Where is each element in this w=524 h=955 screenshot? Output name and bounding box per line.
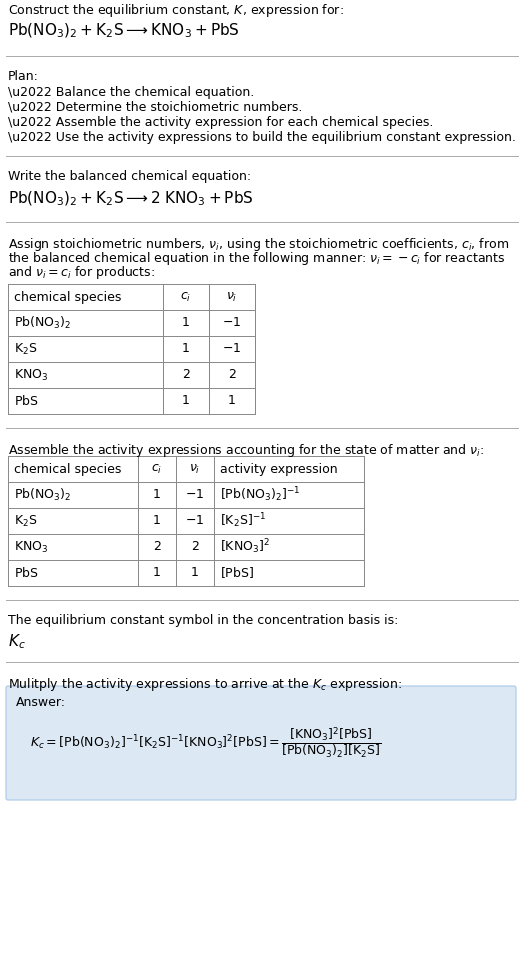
Text: Assign stoichiometric numbers, $\nu_i$, using the stoichiometric coefficients, $: Assign stoichiometric numbers, $\nu_i$, … [8,236,509,253]
Text: $-1$: $-1$ [185,489,204,501]
Text: $\mathrm{K_2S}$: $\mathrm{K_2S}$ [14,514,38,528]
Text: 2: 2 [182,369,190,381]
Text: $\mathrm{K_2S}$: $\mathrm{K_2S}$ [14,342,38,356]
Text: $K_c = [\mathrm{Pb(NO_3)_2}]^{-1} [\mathrm{K_2S}]^{-1} [\mathrm{KNO_3}]^{2} [\ma: $K_c = [\mathrm{Pb(NO_3)_2}]^{-1} [\math… [30,726,381,760]
Text: 1: 1 [153,566,161,580]
Text: chemical species: chemical species [14,462,122,476]
Text: \u2022 Use the activity expressions to build the equilibrium constant expression: \u2022 Use the activity expressions to b… [8,131,516,144]
Text: \u2022 Assemble the activity expression for each chemical species.: \u2022 Assemble the activity expression … [8,116,433,129]
Text: $\nu_i$: $\nu_i$ [189,462,201,476]
Text: chemical species: chemical species [14,290,122,304]
Text: $-1$: $-1$ [222,316,242,329]
Text: 1: 1 [191,566,199,580]
Text: 1: 1 [182,316,190,329]
Text: The equilibrium constant symbol in the concentration basis is:: The equilibrium constant symbol in the c… [8,614,398,627]
Text: $\mathrm{Pb(NO_3)_2}$: $\mathrm{Pb(NO_3)_2}$ [14,487,71,503]
Text: Construct the equilibrium constant, $K$, expression for:: Construct the equilibrium constant, $K$,… [8,2,344,19]
Text: \u2022 Determine the stoichiometric numbers.: \u2022 Determine the stoichiometric numb… [8,101,302,114]
Text: $K_c$: $K_c$ [8,632,26,650]
Text: $-1$: $-1$ [222,343,242,355]
Text: activity expression: activity expression [220,462,337,476]
Text: $[\mathrm{K_2S}]^{-1}$: $[\mathrm{K_2S}]^{-1}$ [220,512,266,530]
Text: 2: 2 [191,541,199,554]
Text: $c_i$: $c_i$ [151,462,162,476]
Text: $[\mathrm{PbS}]$: $[\mathrm{PbS}]$ [220,565,254,581]
Text: Plan:: Plan: [8,70,39,83]
Text: $\nu_i$: $\nu_i$ [226,290,238,304]
Text: $c_i$: $c_i$ [180,290,192,304]
Text: $\mathrm{PbS}$: $\mathrm{PbS}$ [14,394,39,408]
Text: the balanced chemical equation in the following manner: $\nu_i = -c_i$ for react: the balanced chemical equation in the fo… [8,250,506,267]
Text: 1: 1 [182,343,190,355]
Text: $\mathrm{Pb(NO_3)_2 + K_2S \longrightarrow 2\;KNO_3 + PbS}$: $\mathrm{Pb(NO_3)_2 + K_2S \longrightarr… [8,190,254,208]
Text: $\mathrm{PbS}$: $\mathrm{PbS}$ [14,566,39,580]
Text: Write the balanced chemical equation:: Write the balanced chemical equation: [8,170,251,183]
Text: 2: 2 [228,369,236,381]
Text: Mulitply the activity expressions to arrive at the $K_c$ expression:: Mulitply the activity expressions to arr… [8,676,402,693]
Text: 1: 1 [228,394,236,408]
Text: and $\nu_i = c_i$ for products:: and $\nu_i = c_i$ for products: [8,264,155,281]
Text: \u2022 Balance the chemical equation.: \u2022 Balance the chemical equation. [8,86,254,99]
Text: 1: 1 [153,489,161,501]
Text: $\mathrm{Pb(NO_3)_2}$: $\mathrm{Pb(NO_3)_2}$ [14,315,71,331]
Text: $\mathrm{Pb(NO_3)_2 + K_2S \longrightarrow KNO_3 + PbS}$: $\mathrm{Pb(NO_3)_2 + K_2S \longrightarr… [8,22,240,40]
Text: Answer:: Answer: [16,696,66,709]
Text: $\mathrm{KNO_3}$: $\mathrm{KNO_3}$ [14,368,48,383]
FancyBboxPatch shape [6,686,516,800]
Text: 2: 2 [153,541,161,554]
Text: $[\mathrm{KNO_3}]^{2}$: $[\mathrm{KNO_3}]^{2}$ [220,538,270,557]
Text: 1: 1 [182,394,190,408]
Text: $-1$: $-1$ [185,515,204,527]
Text: Assemble the activity expressions accounting for the state of matter and $\nu_i$: Assemble the activity expressions accoun… [8,442,484,459]
Text: $[\mathrm{Pb(NO_3)_2}]^{-1}$: $[\mathrm{Pb(NO_3)_2}]^{-1}$ [220,486,300,504]
Text: 1: 1 [153,515,161,527]
Text: $\mathrm{KNO_3}$: $\mathrm{KNO_3}$ [14,540,48,555]
